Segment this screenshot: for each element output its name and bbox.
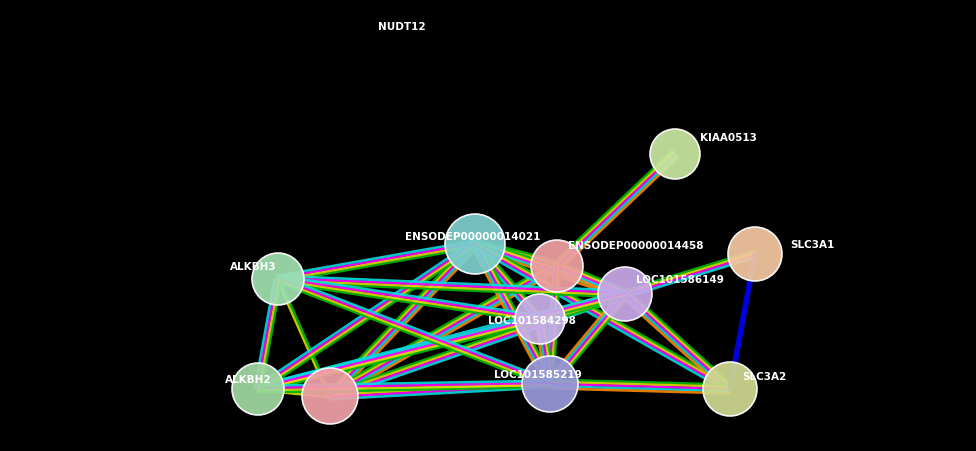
Ellipse shape [252, 253, 304, 305]
Text: SLC3A1: SLC3A1 [790, 239, 834, 249]
Ellipse shape [302, 368, 358, 424]
Ellipse shape [445, 215, 505, 274]
Text: ENSODEP00000014021: ENSODEP00000014021 [405, 231, 541, 241]
Text: LOC101586149: LOC101586149 [636, 274, 724, 285]
Text: ENSODEP00000014458: ENSODEP00000014458 [568, 240, 704, 250]
Text: ALKBH2: ALKBH2 [225, 374, 271, 384]
Ellipse shape [232, 363, 284, 415]
Text: LOC101585219: LOC101585219 [494, 369, 582, 379]
Ellipse shape [703, 362, 757, 416]
Ellipse shape [728, 227, 782, 281]
Ellipse shape [515, 295, 565, 344]
Text: SLC3A2: SLC3A2 [742, 371, 787, 381]
Text: NUDT12: NUDT12 [378, 22, 426, 32]
Ellipse shape [531, 240, 583, 292]
Ellipse shape [598, 267, 652, 321]
Text: LOC101584298: LOC101584298 [488, 315, 576, 325]
Text: KIAA0513: KIAA0513 [700, 133, 756, 143]
Ellipse shape [650, 130, 700, 179]
Ellipse shape [522, 356, 578, 412]
Text: ALKBH3: ALKBH3 [230, 262, 276, 272]
